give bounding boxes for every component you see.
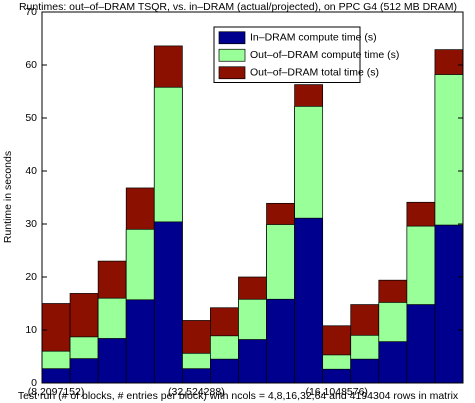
bar	[350, 358, 380, 384]
bar	[322, 368, 352, 384]
x-axis-label: Test run (# of blocks, # entries per blo…	[18, 390, 459, 402]
legend-label: Out–of–DRAM total time (s)	[250, 67, 379, 79]
bar	[378, 341, 408, 384]
bar	[238, 339, 267, 384]
y-tick-label: 70	[25, 6, 37, 18]
legend-swatch	[218, 48, 246, 62]
x-tick-label: (32,524288)	[168, 386, 225, 398]
bar	[97, 338, 127, 384]
bar	[406, 304, 436, 384]
y-tick-label: 10	[25, 324, 37, 336]
bar	[294, 217, 324, 384]
bar	[41, 368, 71, 384]
bar	[181, 368, 211, 384]
plot-frame	[41, 11, 464, 384]
legend-label: In–DRAM compute time (s)	[250, 32, 377, 44]
bar	[266, 298, 295, 384]
bar	[153, 221, 183, 384]
y-tick-label: 50	[25, 112, 37, 124]
y-axis-label: Runtime in seconds	[2, 151, 14, 243]
chart-title: Runtimes: out–of–DRAM TSQR, vs. in–DRAM …	[19, 1, 457, 13]
legend-swatch	[218, 66, 246, 80]
bar	[69, 358, 99, 384]
y-tick-label: 30	[25, 218, 37, 230]
y-tick-label: 60	[25, 59, 37, 71]
x-tick-label: (16,1048576)	[305, 386, 367, 398]
bar	[125, 299, 155, 384]
y-tick-label: 40	[25, 165, 37, 177]
legend-label: Out–of–DRAM compute time (s)	[250, 49, 399, 61]
x-tick-label: (8,2097152)	[28, 386, 85, 398]
bar	[434, 224, 464, 384]
legend-swatch	[218, 31, 246, 45]
y-tick-label: 20	[25, 271, 37, 283]
y-tick-label: 0	[31, 377, 37, 389]
bar	[210, 358, 239, 384]
